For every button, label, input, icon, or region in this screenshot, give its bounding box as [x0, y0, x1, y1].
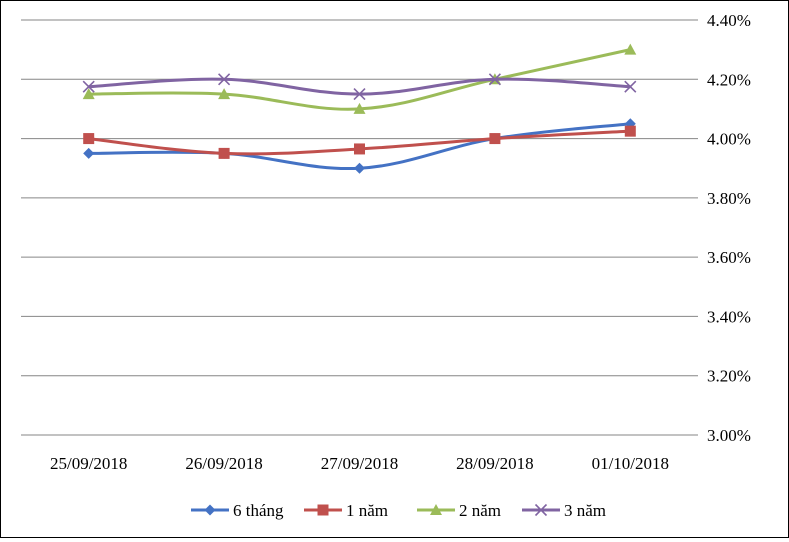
- x-tick-label: 25/09/2018: [50, 454, 127, 473]
- y-tick-label: 3.60%: [707, 248, 751, 267]
- series-2: [83, 125, 636, 159]
- series-3-point: [218, 88, 231, 100]
- legend-entry: 6 tháng: [191, 501, 284, 520]
- legend-entry: 3 năm: [522, 501, 606, 520]
- legend-label: 1 năm: [346, 501, 388, 520]
- legend-marker: [204, 504, 216, 516]
- marker-x-stroke: [218, 73, 231, 86]
- marker-x-stroke: [534, 503, 548, 517]
- series-2-point: [218, 147, 230, 159]
- series-2-point: [83, 133, 95, 145]
- x-tick-label: 28/09/2018: [456, 454, 533, 473]
- legend-marker: [534, 503, 548, 517]
- series-2-point: [489, 133, 501, 145]
- series-3-point: [82, 88, 95, 100]
- marker-x-stroke: [353, 88, 366, 101]
- y-axis-ticks: 3.00% 3.20% 3.40% 3.60% 3.80% 4.00% 4.20% 4.40%: [707, 11, 751, 445]
- series-2-point: [624, 125, 636, 137]
- series-4-point: [353, 88, 366, 101]
- y-tick-label: 4.40%: [707, 11, 751, 30]
- x-axis-ticks: 25/09/2018 26/09/2018 27/09/2018 28/09/2018…: [50, 454, 669, 473]
- series-4: [82, 73, 637, 101]
- x-tick-label: 27/09/2018: [321, 454, 398, 473]
- legend-entry: 2 năm: [417, 501, 501, 520]
- series-3-point: [624, 43, 637, 55]
- legend-marker: [430, 504, 442, 515]
- y-tick-label: 3.20%: [707, 367, 751, 386]
- series-2-point: [354, 143, 365, 155]
- marker-x-stroke: [488, 73, 501, 86]
- legend: 6 tháng 1 năm 2 năm 3 năm: [191, 501, 606, 520]
- y-tick-label: 4.00%: [707, 130, 751, 149]
- y-tick-label: 4.20%: [707, 70, 751, 89]
- marker-x-stroke: [82, 80, 95, 93]
- series-4-point: [488, 73, 501, 86]
- series-1-point: [83, 147, 95, 159]
- legend-label: 2 năm: [459, 501, 501, 520]
- legend-label: 6 tháng: [233, 501, 284, 520]
- x-tick-label: 26/09/2018: [185, 454, 262, 473]
- y-tick-label: 3.40%: [707, 307, 751, 326]
- series-4-point: [624, 80, 637, 93]
- gridlines: [21, 19, 698, 436]
- marker-x-stroke: [624, 80, 637, 93]
- series-4-point: [82, 80, 95, 93]
- series-3-point: [353, 102, 366, 114]
- y-tick-label: 3.80%: [707, 189, 751, 208]
- legend-marker: [317, 504, 329, 516]
- legend-entry: 1 năm: [304, 501, 388, 520]
- series-4-point: [218, 73, 231, 86]
- series-group: [82, 43, 637, 174]
- legend-label: 3 năm: [564, 501, 606, 520]
- y-tick-label: 3.00%: [707, 426, 751, 445]
- series-1-point: [354, 162, 365, 174]
- x-tick-label: 01/10/2018: [592, 454, 669, 473]
